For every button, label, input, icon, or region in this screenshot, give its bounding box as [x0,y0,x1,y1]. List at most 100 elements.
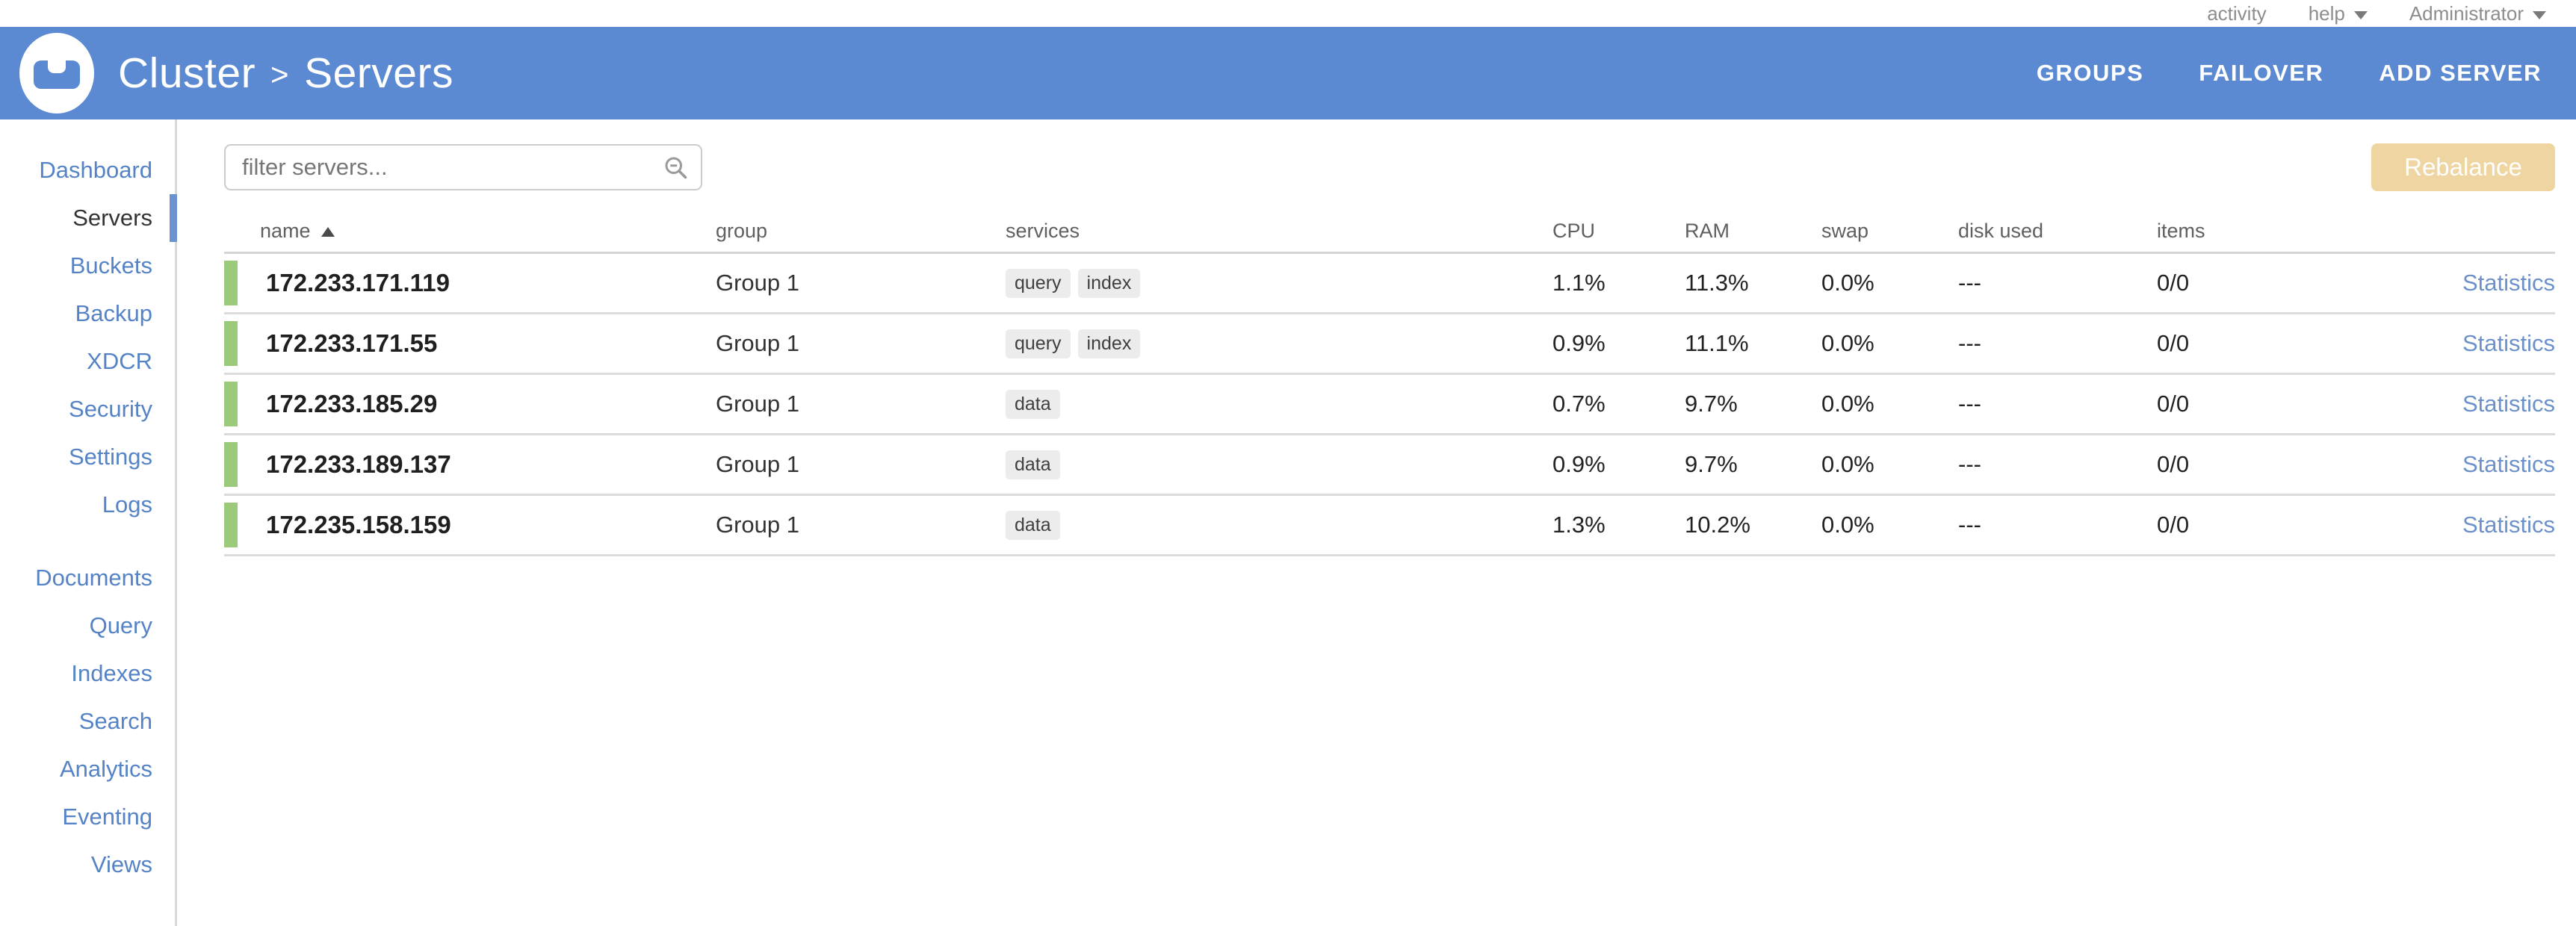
service-badge: index [1077,268,1141,298]
server-ram: 11.3% [1685,270,1749,296]
server-ram: 9.7% [1685,451,1738,477]
statistics-link[interactable]: Statistics [2462,512,2555,538]
sidebar-item-search[interactable]: Search [78,708,152,734]
statistics-link[interactable]: Statistics [2462,391,2555,417]
server-health-indicator [224,321,238,366]
sidebar-secondary-nav: Documents Query Indexes Search Analytics… [0,554,175,889]
column-header-ram: RAM [1685,220,1730,242]
banner-actions: GROUPS FAILOVER ADD SERVER [2037,60,2542,87]
sidebar-item-dashboard[interactable]: Dashboard [39,157,152,183]
logo-notch-shape [48,56,66,73]
sidebar-item-query[interactable]: Query [89,612,152,638]
sidebar-item-buckets[interactable]: Buckets [69,252,152,279]
sidebar-item-logs[interactable]: Logs [102,491,152,518]
filter-servers-input[interactable] [224,144,702,190]
column-header-items: items [2157,220,2205,242]
server-group: Group 1 [716,512,800,538]
sidebar-item-documents[interactable]: Documents [35,565,152,591]
service-badge: query [1006,329,1071,358]
add-server-button[interactable]: ADD SERVER [2379,60,2542,86]
server-disk-used: --- [1958,270,1981,296]
server-swap: 0.0% [1821,330,1874,356]
server-items: 0/0 [2157,270,2190,296]
server-disk-used: --- [1958,330,1981,356]
search-icon [665,157,687,179]
server-row[interactable]: 172.233.171.55 Group 1 query index 0.9% … [224,314,2555,375]
sidebar-item-analytics[interactable]: Analytics [59,756,152,782]
server-disk-used: --- [1958,512,1981,538]
service-badge: query [1006,268,1071,298]
server-name: 172.233.189.137 [266,450,451,478]
failover-button[interactable]: FAILOVER [2199,60,2324,86]
server-name: 172.233.185.29 [266,390,438,417]
sort-ascending-icon [321,227,335,237]
server-ram: 9.7% [1685,391,1738,417]
servers-table: name group services CPU RAM swap disk us… [224,211,2555,556]
sidebar-item-xdcr[interactable]: XDCR [87,348,152,374]
statistics-link[interactable]: Statistics [2462,451,2555,477]
help-menu-label: help [2308,1,2345,25]
help-menu[interactable]: help [2309,2,2368,25]
column-header-swap: swap [1821,220,1869,242]
sidebar-item-servers[interactable]: Servers [0,194,177,242]
server-row[interactable]: 172.233.189.137 Group 1 data 0.9% 9.7% 0… [224,435,2555,496]
statistics-link[interactable]: Statistics [2462,270,2555,296]
column-header-name[interactable]: name [224,220,716,243]
server-row[interactable]: 172.233.185.29 Group 1 data 0.7% 9.7% 0.… [224,375,2555,435]
service-badge: data [1006,389,1060,419]
sidebar-item-backup[interactable]: Backup [75,300,152,326]
server-cpu: 1.1% [1552,270,1606,296]
app-header: Cluster > Servers GROUPS FAILOVER ADD SE… [0,27,2576,119]
server-name: 172.235.158.159 [266,511,451,538]
table-header-row: name group services CPU RAM swap disk us… [224,211,2555,254]
statistics-link[interactable]: Statistics [2462,330,2555,356]
column-header-cpu: CPU [1552,220,1596,242]
server-items: 0/0 [2157,330,2190,356]
server-swap: 0.0% [1821,270,1874,296]
breadcrumb-chevron-icon: > [270,57,290,92]
server-cpu: 1.3% [1552,512,1606,538]
server-disk-used: --- [1958,391,1981,417]
server-swap: 0.0% [1821,451,1874,477]
server-name: 172.233.171.55 [266,329,438,357]
column-header-group: group [716,220,768,242]
sidebar-item-settings[interactable]: Settings [68,444,152,470]
caret-down-icon [2533,10,2546,19]
server-items: 0/0 [2157,512,2190,538]
server-cpu: 0.9% [1552,451,1606,477]
server-health-indicator [224,382,238,426]
rebalance-button[interactable]: Rebalance [2371,143,2555,191]
server-swap: 0.0% [1821,512,1874,538]
server-health-indicator [224,261,238,305]
service-badge: data [1006,450,1060,479]
topbar: activity help Administrator [0,0,2576,27]
server-swap: 0.0% [1821,391,1874,417]
caret-down-icon [2353,10,2368,19]
server-row[interactable]: 172.233.171.119 Group 1 query index 1.1%… [224,254,2555,314]
groups-button[interactable]: GROUPS [2036,60,2144,86]
server-row[interactable]: 172.235.158.159 Group 1 data 1.3% 10.2% … [224,496,2555,556]
activity-link-label: activity [2207,1,2267,25]
server-items: 0/0 [2157,451,2190,477]
user-menu-label: Administrator [2409,1,2524,25]
column-header-disk-used: disk used [1958,220,2044,242]
server-group: Group 1 [716,330,800,356]
user-menu[interactable]: Administrator [2409,2,2546,25]
servers-toolbar: Rebalance [224,143,2555,191]
content-area: Rebalance name group services CPU RAM sw… [177,119,2576,926]
breadcrumb-current: Servers [304,49,453,97]
sidebar-item-eventing[interactable]: Eventing [62,804,152,830]
server-health-indicator [224,503,238,547]
activity-link[interactable]: activity [2207,2,2266,25]
sidebar-item-views[interactable]: Views [90,851,152,877]
server-cpu: 0.9% [1552,330,1606,356]
sidebar-item-indexes[interactable]: Indexes [71,660,152,686]
sidebar-primary-nav: Dashboard Servers Buckets Backup XDCR Se… [0,146,177,529]
server-health-indicator [224,442,238,487]
sidebar-item-security[interactable]: Security [69,396,152,422]
server-group: Group 1 [716,451,800,477]
couchbase-logo-icon [19,33,94,114]
server-disk-used: --- [1958,451,1981,477]
server-ram: 11.1% [1685,330,1749,356]
service-badge: data [1006,510,1060,540]
